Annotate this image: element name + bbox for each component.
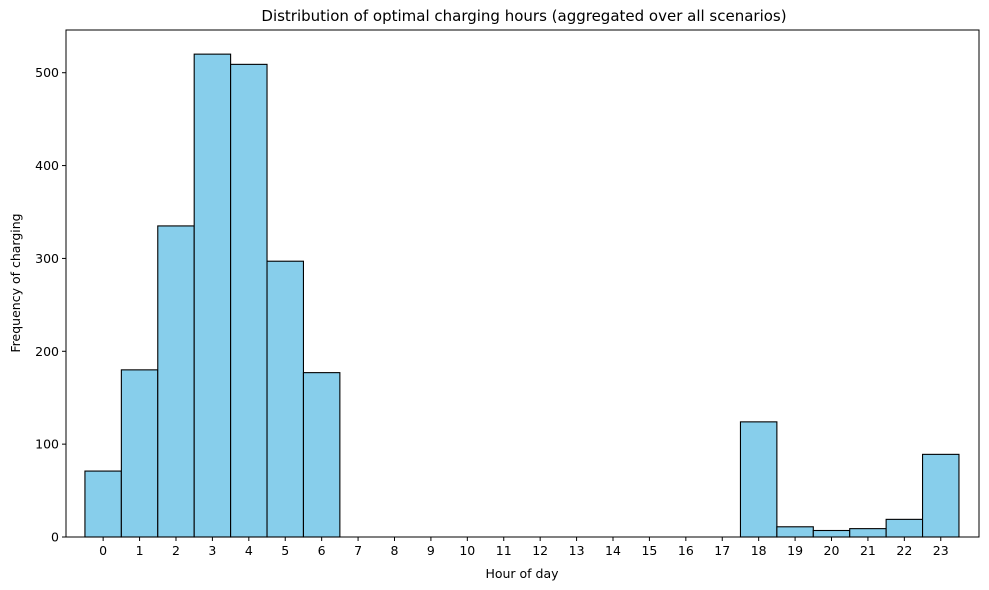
x-tick-label: 11 — [496, 543, 512, 558]
x-tick-label: 5 — [281, 543, 289, 558]
bar-hour-2 — [157, 225, 195, 538]
x-tick-label: 13 — [569, 543, 585, 558]
x-tick-label: 2 — [172, 543, 180, 558]
x-tick-label: 22 — [896, 543, 912, 558]
x-tick-label: 10 — [459, 543, 475, 558]
y-tick-label: 100 — [35, 437, 59, 452]
x-axis: 0 1 2 3 4 5 6 7 8 9 10 11 12 13 14 15 16 17 18 19 20 21 22 23 — [99, 537, 949, 558]
x-tick-label: 16 — [678, 543, 694, 558]
bar-hour-0 — [84, 470, 122, 538]
bar-hour-20 — [812, 529, 851, 538]
y-tick-label: 200 — [35, 344, 59, 359]
chart-title: Distribution of optimal charging hours (… — [261, 7, 786, 25]
y-tick-label: 400 — [35, 158, 59, 173]
x-tick-label: 19 — [787, 543, 803, 558]
bar-hour-22 — [885, 518, 924, 538]
x-tick-label: 17 — [714, 543, 730, 558]
y-tick-label: 300 — [35, 251, 59, 266]
bar-hour-21 — [849, 528, 887, 538]
x-tick-label: 15 — [641, 543, 657, 558]
x-tick-label: 1 — [136, 543, 144, 558]
x-tick-label: 23 — [933, 543, 949, 558]
x-tick-label: 6 — [318, 543, 326, 558]
bar-hour-5 — [266, 260, 304, 538]
bar-hour-6 — [302, 372, 341, 538]
x-tick-label: 20 — [824, 543, 840, 558]
x-tick-label: 21 — [860, 543, 876, 558]
x-tick-label: 9 — [427, 543, 435, 558]
bar-hour-19 — [776, 526, 814, 538]
x-tick-label: 12 — [532, 543, 548, 558]
plot-frame — [65, 29, 980, 538]
y-tick-label: 500 — [35, 65, 59, 80]
y-axis: 0 100 200 300 400 500 — [35, 65, 66, 545]
x-tick-label: 14 — [605, 543, 621, 558]
bar-hour-1 — [120, 369, 159, 538]
x-tick-label: 7 — [354, 543, 362, 558]
bar-hour-3 — [193, 53, 232, 538]
x-tick-label: 8 — [391, 543, 399, 558]
x-tick-label: 0 — [99, 543, 107, 558]
bars-group — [84, 53, 960, 538]
x-axis-title: Hour of day — [485, 566, 559, 581]
y-axis-title: Frequency of charging — [8, 213, 23, 352]
x-tick-label: 4 — [245, 543, 253, 558]
y-tick-label: 0 — [51, 530, 59, 545]
x-tick-label: 3 — [208, 543, 216, 558]
bar-hour-4 — [230, 63, 268, 538]
x-tick-label: 18 — [751, 543, 767, 558]
bar-hour-18 — [739, 421, 778, 538]
bar-hour-23 — [921, 453, 960, 538]
